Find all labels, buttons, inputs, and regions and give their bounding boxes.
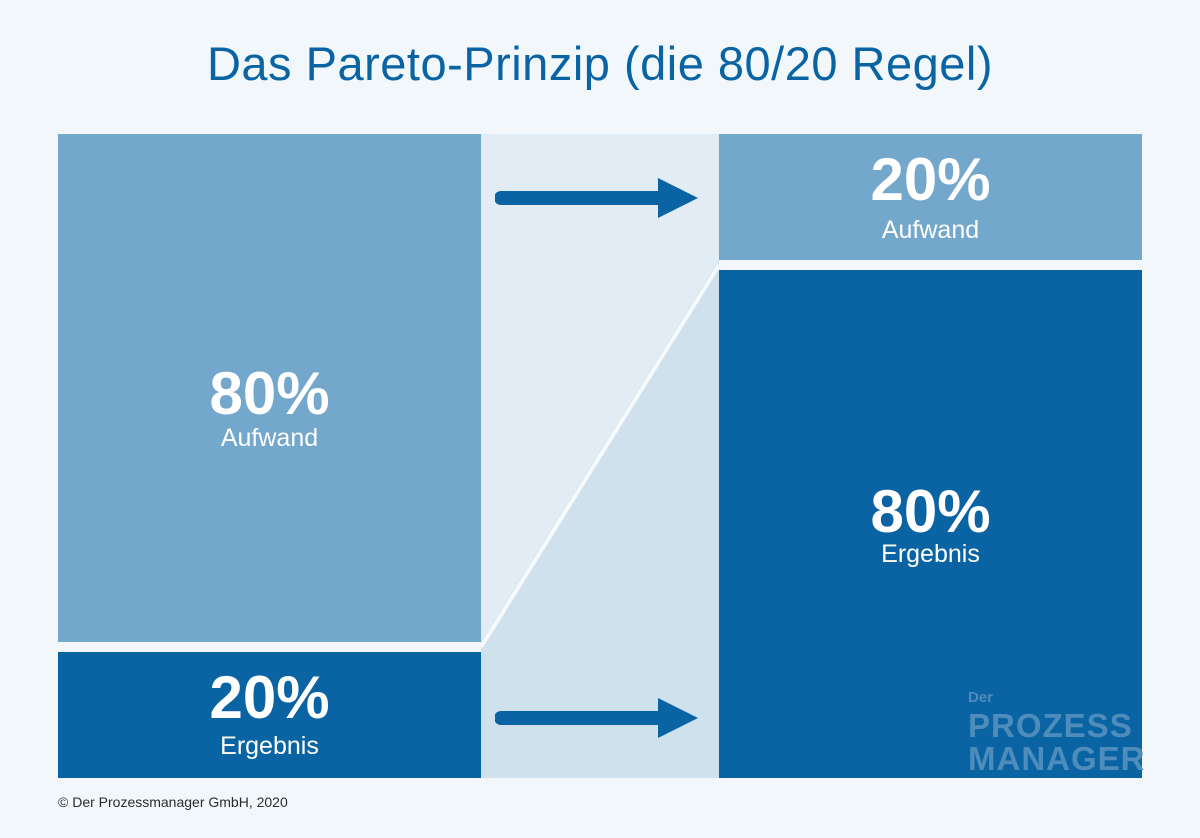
left-bottom-percent: 20%	[209, 664, 330, 731]
logo-line-1: Der	[968, 689, 994, 706]
connector-upper-area	[481, 134, 719, 642]
right-bottom-block: 80% Ergebnis	[719, 270, 1142, 778]
connector-divider-line	[481, 263, 719, 649]
left-top-block: 80% Aufwand	[58, 134, 481, 642]
copyright-footer: © Der Prozessmanager GmbH, 2020	[58, 794, 288, 810]
right-bottom-label: Ergebnis	[881, 540, 980, 568]
brand-logo: Der PROZESS MANAGER	[968, 690, 1146, 775]
left-top-label: Aufwand	[220, 424, 319, 452]
left-top-percent: 80%	[209, 360, 330, 427]
right-top-label: Aufwand	[881, 216, 980, 244]
connector-band	[481, 134, 719, 778]
logo-line-2: PROZESS	[968, 707, 1133, 744]
connector-lower-area	[481, 260, 719, 778]
arrow-right-icon	[495, 178, 698, 218]
left-bottom-block: 20% Ergebnis	[58, 652, 481, 778]
right-bottom-percent: 80%	[870, 478, 991, 545]
right-top-percent: 20%	[870, 146, 991, 213]
right-top-block: 20% Aufwand	[719, 134, 1142, 260]
logo-line-3: MANAGER	[968, 740, 1146, 777]
left-bottom-label: Ergebnis	[220, 732, 319, 760]
arrow-right-icon	[495, 698, 698, 738]
page-title: Das Pareto-Prinzip (die 80/20 Regel)	[206, 37, 994, 90]
